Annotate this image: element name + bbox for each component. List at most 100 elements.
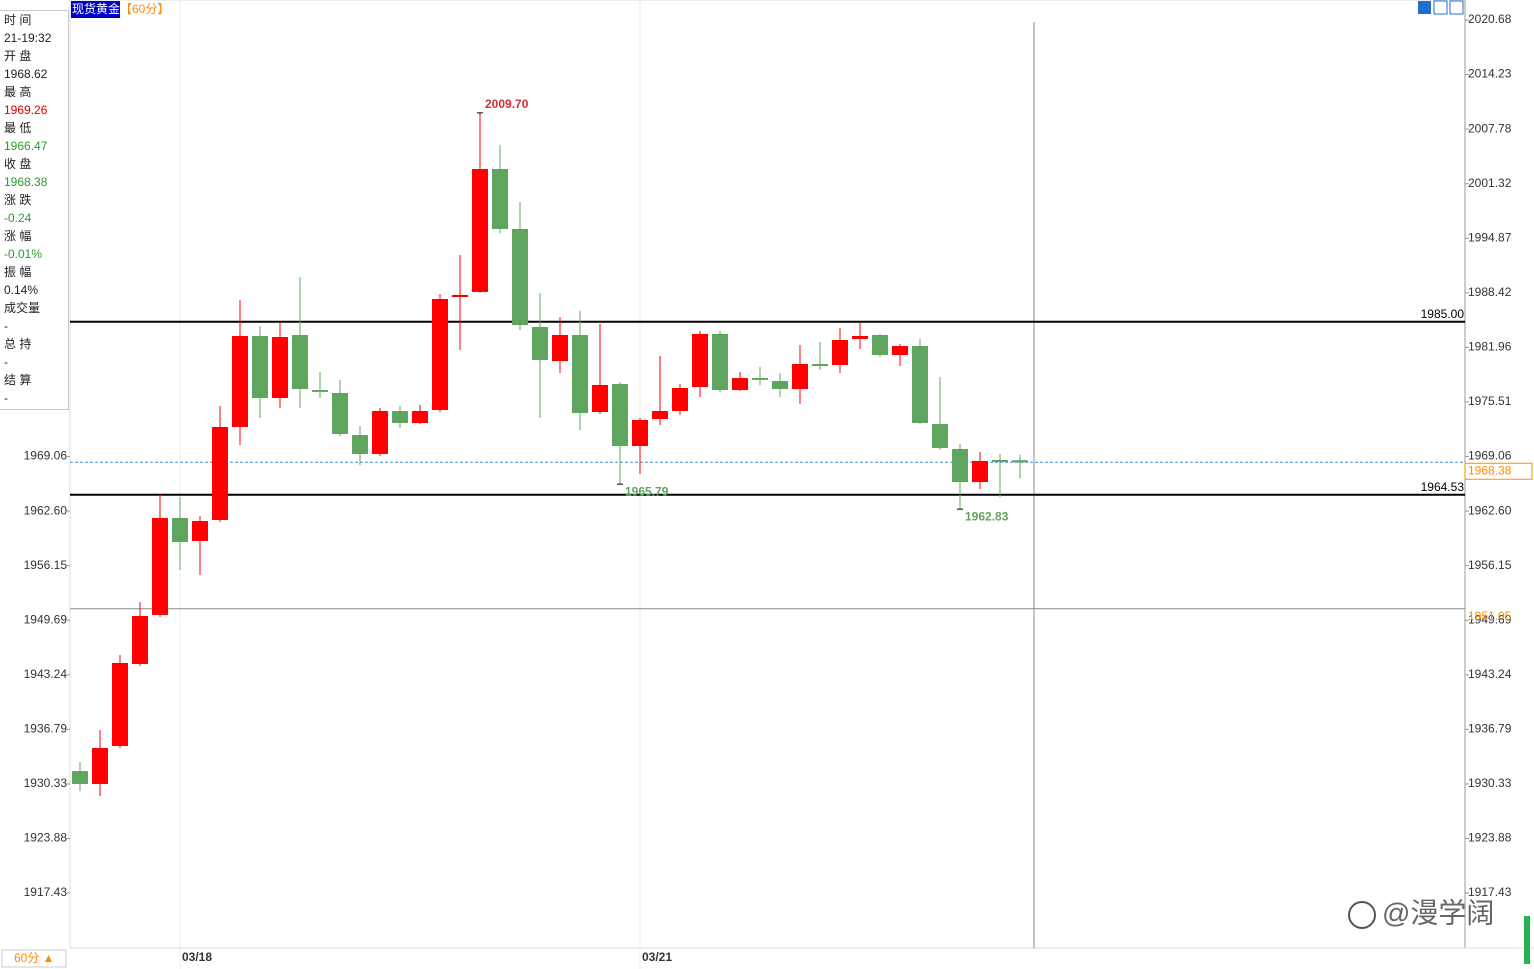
- candle-body: [252, 336, 268, 398]
- y-tick-label: 1949.69: [24, 612, 68, 626]
- candle-body: [312, 390, 328, 392]
- candle-body: [872, 334, 888, 356]
- candle-body: [772, 380, 788, 390]
- y-tick-label: 1949.69: [1468, 612, 1512, 626]
- crosshair-label: 1951.05: [1468, 609, 1512, 623]
- info-value: -0.24: [4, 211, 32, 225]
- y-tick-label: 1936.79: [24, 722, 68, 736]
- info-label: 涨 幅: [4, 229, 32, 243]
- y-tick-label: 1956.15: [24, 558, 68, 572]
- candle-body: [732, 378, 748, 391]
- candle-body: [112, 662, 128, 747]
- candle-body: [212, 426, 228, 520]
- candle-body: [912, 345, 928, 424]
- tool-icon[interactable]: [1449, 0, 1464, 15]
- y-tick-label: 1936.79: [1468, 722, 1512, 736]
- info-label: 结 算: [4, 373, 32, 387]
- candle-body: [952, 448, 968, 483]
- info-value: -0.01%: [4, 247, 43, 261]
- info-value: 0.14%: [4, 283, 39, 297]
- tool-icon[interactable]: [1433, 0, 1448, 15]
- y-tick-label: 1969.06: [24, 449, 68, 463]
- low-label: 1962.83: [965, 509, 1009, 523]
- candle-body: [992, 459, 1008, 462]
- info-label: 振 幅: [4, 265, 32, 279]
- info-value: 1969.26: [4, 103, 48, 117]
- candle-body: [832, 339, 848, 366]
- y-tick-label: 1930.33: [1468, 776, 1512, 790]
- candle-body: [852, 336, 868, 339]
- candle-body: [172, 517, 188, 542]
- period-button-box[interactable]: [1, 949, 67, 968]
- y-tick-label: 1923.88: [1468, 831, 1512, 845]
- info-label: 收 盘: [4, 157, 32, 171]
- y-tick-label: 1917.43: [1468, 885, 1512, 899]
- info-label: 最 高: [4, 85, 32, 99]
- candle-body: [392, 411, 408, 424]
- info-label: 时 间: [4, 13, 32, 27]
- y-tick-label: 1930.33: [24, 776, 68, 790]
- candle-body: [152, 517, 168, 615]
- candle-body: [652, 411, 668, 420]
- high-label: 2009.70: [485, 97, 529, 111]
- y-tick-label: 1956.15: [1468, 558, 1512, 572]
- watermark: @漫学阔: [1382, 897, 1494, 928]
- info-label: 开 盘: [4, 49, 32, 63]
- candle-body: [1012, 460, 1028, 463]
- candle-body: [672, 388, 688, 412]
- info-value: 1968.38: [4, 175, 48, 189]
- candle-body: [632, 419, 648, 447]
- candle-body: [492, 169, 508, 229]
- candle-body: [892, 345, 908, 356]
- candle-body: [712, 333, 728, 391]
- symbol: 现货黄金: [72, 1, 120, 16]
- info-label: 最 低: [4, 121, 32, 135]
- period-button[interactable]: 60分 ▲: [14, 951, 55, 965]
- candle-body: [572, 334, 588, 414]
- candle-body: [932, 424, 948, 448]
- info-value: 1966.47: [4, 139, 48, 153]
- candle-body: [972, 460, 988, 483]
- y-tick-label: 1969.06: [1468, 449, 1512, 463]
- candle-body: [292, 334, 308, 390]
- info-label: 涨 跌: [4, 193, 32, 207]
- y-tick-label: 2007.78: [1468, 121, 1512, 135]
- candle-body: [132, 615, 148, 664]
- y-tick-label: 1943.24: [24, 667, 68, 681]
- candle-body: [192, 521, 208, 541]
- info-value: -: [4, 355, 8, 369]
- y-tick-label: 1962.60: [24, 503, 68, 517]
- tool-icon[interactable]: [1418, 1, 1431, 14]
- candle-body: [592, 384, 608, 413]
- candle-body: [792, 363, 808, 390]
- candle-body: [72, 771, 88, 784]
- candle-body: [372, 411, 388, 454]
- candle-body: [512, 228, 528, 326]
- plot-frame: [69, 0, 1466, 949]
- symbol-badge: [71, 1, 120, 18]
- candle-body: [452, 295, 468, 298]
- y-tick-label: 1994.87: [1468, 230, 1512, 244]
- info-value: 21-19:32: [4, 31, 52, 45]
- level-label: 1985.00: [1421, 307, 1465, 321]
- candle-body: [92, 748, 108, 784]
- y-tick-label: 2014.23: [1468, 67, 1512, 81]
- y-tick-label: 1943.24: [1468, 667, 1512, 681]
- candle-body: [272, 337, 288, 398]
- candle-body: [352, 435, 368, 454]
- scrollbar[interactable]: [1524, 916, 1530, 964]
- candle-body: [612, 384, 628, 447]
- x-tick-label: 03/21: [642, 950, 672, 964]
- info-label: 总 持: [4, 337, 32, 351]
- info-value: 1968.62: [4, 67, 48, 81]
- watermark-icon: [1348, 901, 1376, 929]
- candle-body: [432, 298, 448, 410]
- candle-body: [812, 363, 828, 367]
- last-price-label: 1968.38: [1468, 463, 1512, 477]
- y-tick-label: 1962.60: [1468, 503, 1512, 517]
- y-tick-label: 1917.43: [24, 885, 68, 899]
- candle-body: [472, 169, 488, 292]
- y-tick-label: 2001.32: [1468, 176, 1512, 190]
